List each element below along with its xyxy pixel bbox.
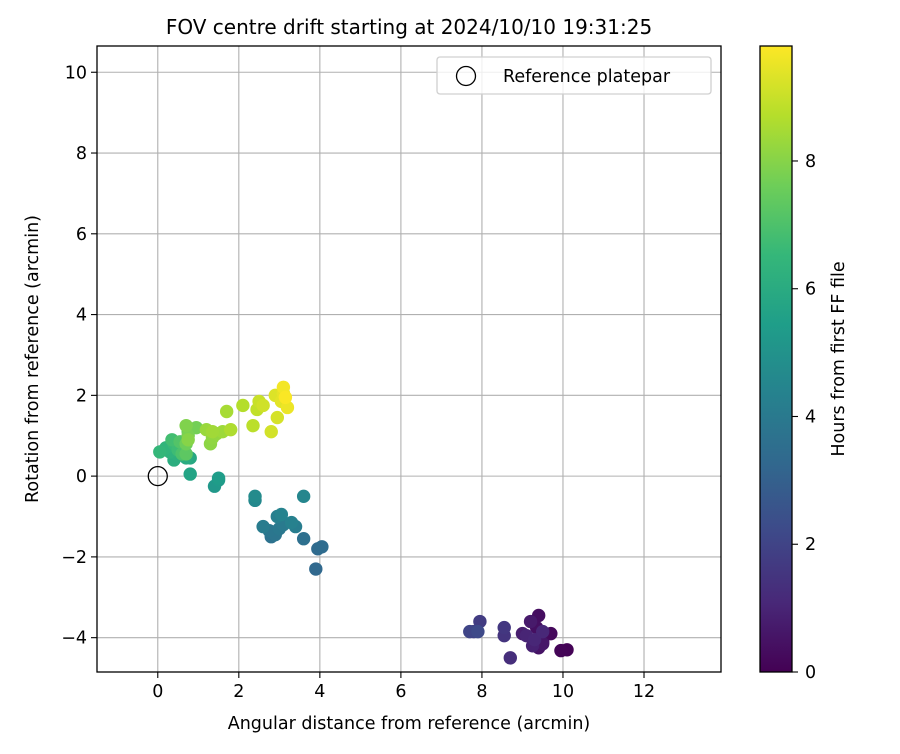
data-point (256, 519, 270, 534)
data-point (179, 418, 193, 433)
colorbar-tick-label: 4 (805, 407, 816, 427)
colorbar (759, 45, 793, 673)
data-point (189, 420, 203, 435)
data-point (248, 489, 262, 504)
data-point (497, 620, 511, 635)
x-tick-label: 6 (395, 682, 406, 702)
data-point (296, 489, 311, 504)
colorbar-tick-label: 0 (805, 663, 816, 683)
y-tick-label: −4 (61, 629, 87, 649)
data-point (527, 632, 542, 647)
y-tick-label: 10 (65, 63, 87, 83)
y-tick-label: −2 (61, 548, 87, 568)
data-point (256, 398, 270, 413)
x-tick-label: 8 (476, 682, 487, 702)
data-point (270, 410, 285, 425)
data-point (153, 445, 167, 459)
reference-platepar-marker (147, 465, 168, 487)
scatter-points (153, 380, 574, 665)
data-point (536, 624, 550, 639)
data-point (280, 400, 295, 415)
x-tick-label: 0 (152, 682, 163, 702)
y-tick-label: 8 (76, 144, 87, 164)
x-axis-label: Angular distance from reference (arcmin) (228, 714, 591, 734)
x-tick-label: 4 (314, 682, 325, 702)
data-point (183, 467, 197, 481)
data-point (554, 643, 568, 658)
colorbar-tick-label: 2 (805, 535, 816, 555)
data-point (276, 380, 291, 394)
data-point (309, 562, 323, 576)
data-point (219, 404, 234, 419)
legend-marker (455, 65, 477, 87)
data-point (315, 540, 329, 554)
colorbar-tick-label: 8 (805, 152, 816, 172)
y-tick-label: 0 (76, 467, 87, 487)
y-tick-label: 4 (76, 306, 87, 326)
data-point (181, 433, 195, 447)
y-axis-label: Rotation from reference (arcmin) (23, 215, 43, 503)
y-tick-label: 6 (76, 225, 87, 245)
colorbar-tick-label: 6 (805, 280, 816, 300)
y-tick-label: 2 (76, 386, 87, 406)
data-point (179, 447, 193, 461)
data-point (211, 471, 226, 485)
data-point (523, 614, 538, 629)
data-point (264, 424, 278, 439)
data-point (274, 507, 289, 522)
x-tick-label: 2 (233, 682, 244, 702)
data-point (284, 515, 299, 530)
y-axis-ticks: −4 −2 0 2 4 6 8 10 (61, 63, 97, 649)
data-point (278, 390, 293, 405)
plot-frame (96, 45, 722, 673)
chart-title: FOV centre drift starting at 2024/10/10 … (166, 15, 652, 39)
x-tick-label: 12 (633, 682, 655, 702)
x-axis-ticks: 0 2 4 6 8 10 12 (152, 672, 655, 702)
legend: Reference platepar (436, 56, 712, 95)
data-point (236, 398, 250, 413)
legend-label: Reference platepar (503, 67, 671, 87)
legend-box (436, 56, 712, 95)
colorbar-label: Hours from first FF file (829, 261, 849, 456)
data-point (503, 651, 517, 665)
data-point (205, 424, 220, 439)
data-point (224, 422, 238, 437)
x-tick-label: 10 (552, 682, 574, 702)
colorbar-ticks: 0 2 4 6 8 (792, 152, 816, 683)
data-point (471, 624, 485, 639)
data-point (246, 418, 260, 433)
data-point (296, 532, 311, 546)
data-point (473, 614, 487, 629)
grid-lines (97, 46, 721, 672)
